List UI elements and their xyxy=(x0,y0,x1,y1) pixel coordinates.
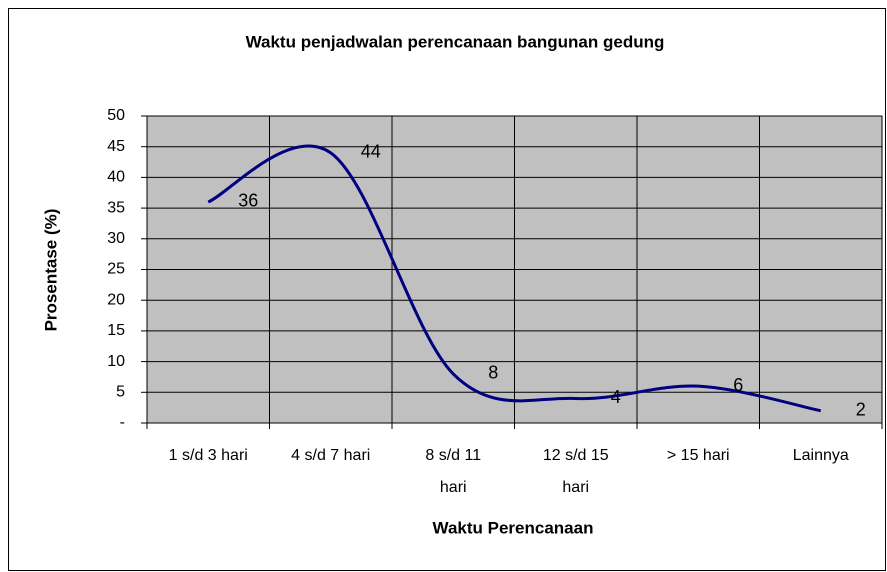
y-tick-label: 50 xyxy=(107,107,125,124)
chart-title: Waktu penjadwalan perencanaan bangunan g… xyxy=(246,32,665,51)
y-tick-label: 40 xyxy=(107,169,125,186)
y-axis-title: Prosentase (%) xyxy=(41,209,60,332)
y-tick-label: 5 xyxy=(116,384,125,401)
x-tick-label: 1 s/d 3 hari xyxy=(169,447,248,464)
x-tick-label: 4 s/d 7 hari xyxy=(291,447,370,464)
line xyxy=(207,144,822,413)
y-tick-label: 25 xyxy=(107,261,125,278)
x-tick-label: 8 s/d 11 hari xyxy=(425,447,481,496)
y-tick-label: 35 xyxy=(107,199,125,216)
x-tick-label: > 15 hari xyxy=(667,447,730,464)
x-tick-label: Lainnya xyxy=(793,447,849,464)
y-tick-label: 10 xyxy=(107,353,125,370)
data-label: 2 xyxy=(856,399,866,419)
y-tick-label: - xyxy=(120,414,125,431)
data-label: 44 xyxy=(361,142,381,162)
data-label: 36 xyxy=(238,191,258,211)
data-label: 4 xyxy=(611,387,621,407)
x-axis-title: Waktu Perencanaan xyxy=(433,518,594,537)
data-label: 8 xyxy=(488,363,498,383)
y-tick-label: 20 xyxy=(107,291,125,308)
data-label: 6 xyxy=(733,375,743,395)
y-tick-label: 30 xyxy=(107,230,125,247)
y-tick-label: 45 xyxy=(107,138,125,155)
x-tick-label: 12 s/d 15 hari xyxy=(543,447,609,496)
y-tick-label: 15 xyxy=(107,322,125,339)
